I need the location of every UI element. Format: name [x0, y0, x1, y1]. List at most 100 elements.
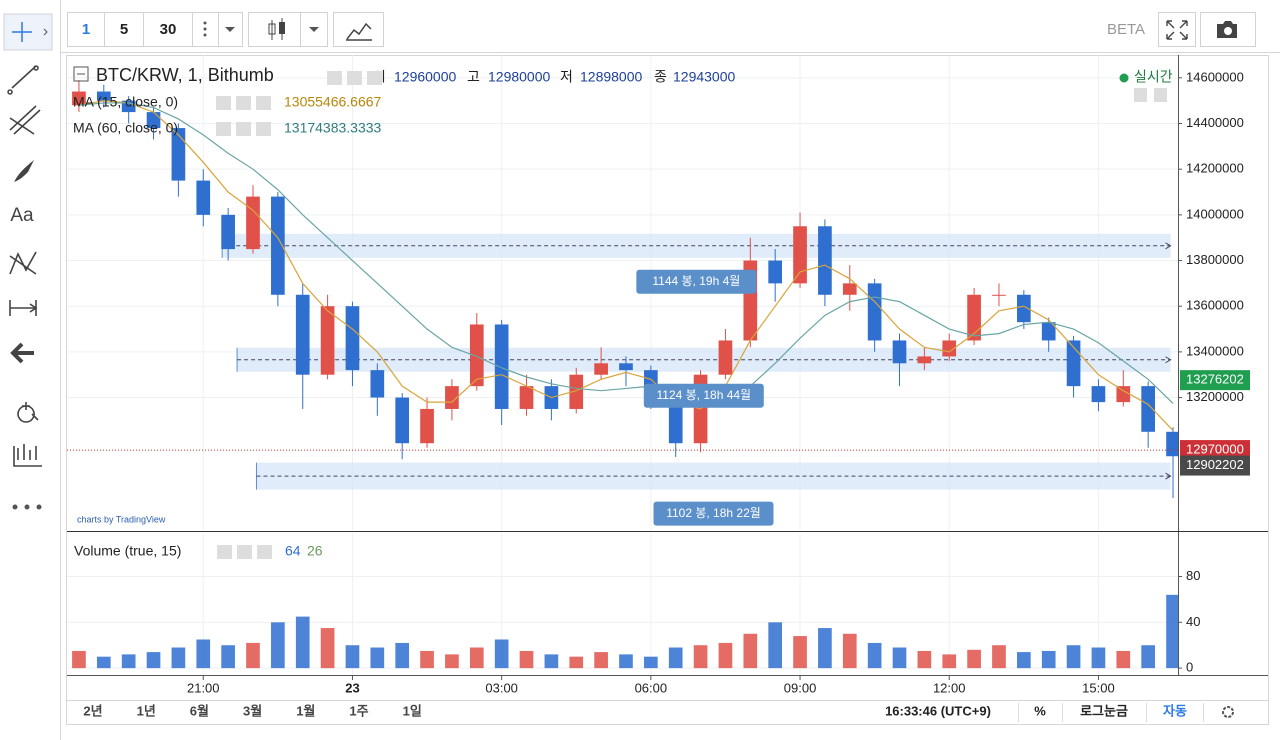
volume-bar — [967, 649, 981, 669]
volume-bar — [768, 622, 783, 669]
ruler-tool[interactable] — [13, 444, 42, 467]
interval-button[interactable]: 30 — [160, 21, 177, 38]
range-button[interactable]: 1주 — [349, 703, 368, 718]
symbol-title: BTC/KRW, 1, Bithumb — [96, 65, 274, 85]
interval-button[interactable]: 5 — [120, 21, 128, 38]
left-toolbar: Aa — [3, 0, 61, 740]
volume-bar — [1016, 652, 1031, 669]
back-tool[interactable] — [10, 342, 34, 364]
candle-body — [768, 260, 783, 284]
candle-body — [793, 226, 807, 284]
legend-button[interactable] — [367, 71, 382, 85]
x-tick-label: 21:00 — [187, 680, 220, 695]
legend-button[interactable] — [256, 122, 271, 136]
price-plot — [67, 55, 1178, 530]
ohlc-label: 고 — [467, 69, 480, 85]
volume-bar — [842, 633, 857, 669]
legend-button[interactable] — [256, 96, 271, 110]
range-label-box — [653, 501, 774, 526]
moving-average — [78, 102, 1174, 404]
candle-body — [469, 324, 484, 387]
candle-body — [1141, 386, 1155, 432]
candle-body — [420, 408, 434, 444]
volume-legend-name: Volume (true, 15) — [74, 543, 181, 559]
volume-bar — [668, 647, 683, 669]
brush-tool[interactable] — [14, 160, 34, 182]
range-button[interactable]: 2년 — [83, 703, 102, 718]
volume-bar — [942, 654, 957, 669]
legend-button[interactable] — [216, 122, 231, 136]
range-label: 1124 봉, 18h 44월 — [657, 388, 752, 402]
candle-body — [1091, 386, 1106, 403]
candle-body — [867, 283, 882, 341]
candle-body — [917, 356, 932, 364]
settings-button[interactable] — [1222, 706, 1234, 718]
interval-button[interactable]: 1 — [82, 21, 90, 38]
candle-body — [967, 294, 981, 341]
volume-bar — [271, 622, 285, 669]
candle-body — [121, 100, 136, 113]
ohlc-value: 12960000 — [394, 69, 457, 85]
volume-bar — [1041, 650, 1056, 669]
candle-body — [221, 214, 235, 250]
percent-toggle[interactable]: % — [1034, 703, 1046, 718]
volume-bar — [420, 650, 434, 669]
range-button[interactable]: 6월 — [190, 703, 209, 718]
range-arrow — [1165, 242, 1172, 250]
x-tick-label: 15:00 — [1082, 680, 1115, 695]
range-button[interactable]: 3월 — [243, 703, 262, 718]
attribution[interactable]: charts by TradingView — [77, 514, 166, 524]
legend-button[interactable] — [217, 545, 232, 559]
volume-bar — [1141, 645, 1155, 669]
range-button[interactable]: 1월 — [296, 703, 315, 718]
ohlc-label: 저 — [560, 69, 573, 85]
volume-bar — [370, 647, 385, 669]
legend-button[interactable] — [347, 71, 362, 85]
legend-button[interactable] — [327, 71, 342, 85]
legend-button[interactable] — [257, 545, 272, 559]
top-toolbar: BETA — [60, 12, 1280, 53]
trend-line-tool[interactable] — [7, 65, 39, 95]
legend-button[interactable] — [236, 122, 251, 136]
range-button[interactable]: 1년 — [137, 703, 156, 718]
fullscreen-button[interactable] — [1158, 12, 1196, 47]
candle-body — [619, 363, 633, 371]
y-tick-label: 40 — [1186, 614, 1200, 629]
candle-body — [345, 306, 360, 371]
auto-toggle[interactable]: 자동 — [1163, 703, 1187, 718]
volume-bar — [395, 642, 410, 669]
ma-legend-name: MA (15, close, 0) — [73, 94, 178, 110]
range-button[interactable]: 1일 — [403, 703, 422, 718]
y-tick-label: 13400000 — [1186, 343, 1244, 358]
candle-body — [196, 180, 211, 215]
indicators-button[interactable] — [333, 12, 384, 47]
volume-bar — [96, 656, 111, 669]
x-tick-label: 09:00 — [784, 680, 817, 695]
legend-button[interactable] — [237, 545, 252, 559]
volume-bar — [594, 652, 608, 669]
range-arrow — [1165, 472, 1172, 480]
log-toggle[interactable]: 로그눈금 — [1080, 703, 1128, 718]
zoom-tool[interactable] — [17, 402, 39, 423]
fib-tool[interactable] — [9, 105, 41, 135]
candle-body — [569, 374, 584, 409]
range-label: 1102 봉, 18h 22월 — [666, 506, 761, 520]
candle-body — [818, 226, 832, 295]
ohlc-label: 종 — [654, 69, 667, 85]
legend-button[interactable] — [216, 96, 231, 110]
legend-button[interactable] — [236, 96, 251, 110]
text-tool[interactable]: Aa — [10, 205, 34, 226]
candle-body — [842, 283, 857, 295]
volume-bar — [494, 639, 509, 669]
ohlc-value: 12943000 — [673, 69, 736, 85]
candle-body — [718, 340, 733, 375]
volume-bar — [519, 650, 534, 669]
volume-bar — [469, 647, 484, 669]
candle-body — [320, 306, 335, 375]
more-tools[interactable] — [12, 504, 42, 510]
y-tick-label: 80 — [1186, 568, 1200, 583]
candle-body — [370, 370, 385, 398]
measure-tool[interactable] — [9, 300, 38, 316]
pattern-tool[interactable] — [9, 251, 37, 275]
